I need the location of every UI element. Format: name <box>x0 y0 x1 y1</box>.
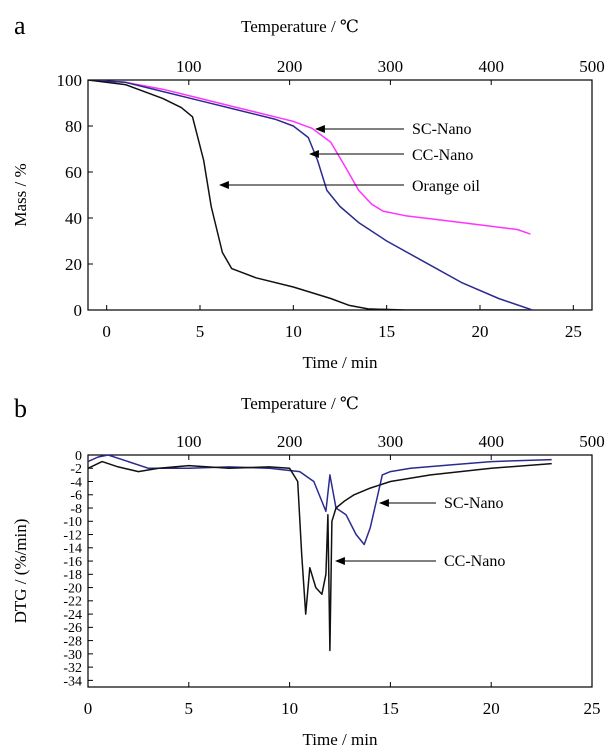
x-tick-label: 20 <box>472 322 489 341</box>
plot-frame <box>87 79 593 311</box>
x-tick-label: 10 <box>281 699 298 718</box>
x-tick-label: 20 <box>483 699 500 718</box>
y-axis-title: Mass / % <box>11 163 30 226</box>
x-tick-label: 0 <box>102 322 111 341</box>
x2-tick-label: 200 <box>277 432 303 451</box>
x-axis-title: Time / min <box>303 730 378 748</box>
x2-tick-label: 400 <box>478 432 504 451</box>
panel-letter-a: a <box>14 11 26 40</box>
y-tick-label: 60 <box>65 163 82 182</box>
x-tick-label: 25 <box>584 699 601 718</box>
y-tick-label: -6 <box>70 489 82 504</box>
x2-axis-title: Temperature / ℃ <box>241 17 359 36</box>
y-axis-title: DTG / (%/min) <box>11 519 30 624</box>
y-tick-label: -26 <box>63 621 82 636</box>
y-tick-label: -32 <box>63 661 82 676</box>
y-tick-label: -22 <box>63 595 82 610</box>
y-tick-label: -16 <box>63 555 82 570</box>
plot-frame <box>87 454 593 688</box>
x-tick-label: 5 <box>196 322 205 341</box>
chart-panel-a: 0 5 10 15 20 25 100 200 300 400 500 0 20 40 60 80 100 Tim… <box>11 17 605 372</box>
x-axis-title: Time / min <box>303 353 378 372</box>
y-tick-label: -34 <box>63 674 82 689</box>
y-tick-label: 100 <box>57 71 83 90</box>
annotation-label-sc-nano: SC-Nano <box>412 121 472 138</box>
y-tick-label: 80 <box>65 117 82 136</box>
x2-tick-label: 200 <box>277 57 303 76</box>
y-tick-label: -28 <box>63 635 82 650</box>
x-tick-label: 10 <box>285 322 302 341</box>
y-tick-label: 0 <box>74 301 83 320</box>
y-tick-label: -4 <box>70 475 82 490</box>
y-tick-label: -12 <box>63 528 82 543</box>
series-line-orange-oil <box>88 80 527 310</box>
annotation-label-cc-nano: CC-Nano <box>412 147 473 164</box>
x2-tick-label: 500 <box>579 57 605 76</box>
panel-letter-b: b <box>14 394 27 423</box>
series-line-cc-nano <box>88 80 533 310</box>
y-tick-label: -24 <box>63 608 82 623</box>
y-tick-label: 20 <box>65 255 82 274</box>
x2-tick-label: 500 <box>579 432 605 451</box>
y-tick-label: -14 <box>63 542 82 557</box>
y-tick-label: 40 <box>65 209 82 228</box>
annotation-label-cc-nano: CC-Nano <box>444 553 505 570</box>
y-tick-label: -8 <box>70 502 82 517</box>
x2-tick-label: 300 <box>378 432 404 451</box>
y-tick-label: -30 <box>63 648 82 663</box>
y-tick-label: 0 <box>75 449 82 464</box>
x-tick-label: 5 <box>185 699 194 718</box>
y-tick-label: -18 <box>63 568 82 583</box>
series-line-sc-nano <box>88 80 531 235</box>
y-tick-label: -2 <box>70 462 82 477</box>
annotation-label-orange-oil: Orange oil <box>412 178 481 195</box>
y-tick-label: -20 <box>63 581 82 596</box>
x2-tick-label: 400 <box>478 57 504 76</box>
x-tick-label: 15 <box>382 699 399 718</box>
x-tick-label: 25 <box>565 322 582 341</box>
series-line-cc-nano <box>88 460 552 652</box>
x2-tick-label: 300 <box>378 57 404 76</box>
annotation-label-sc-nano: SC-Nano <box>444 495 504 512</box>
x2-axis-title: Temperature / ℃ <box>241 394 359 413</box>
y-tick-label: -10 <box>63 515 82 530</box>
x-tick-label: 15 <box>378 322 395 341</box>
x2-tick-label: 100 <box>176 57 202 76</box>
x-tick-label: 0 <box>84 699 93 718</box>
x2-tick-label: 100 <box>176 432 202 451</box>
